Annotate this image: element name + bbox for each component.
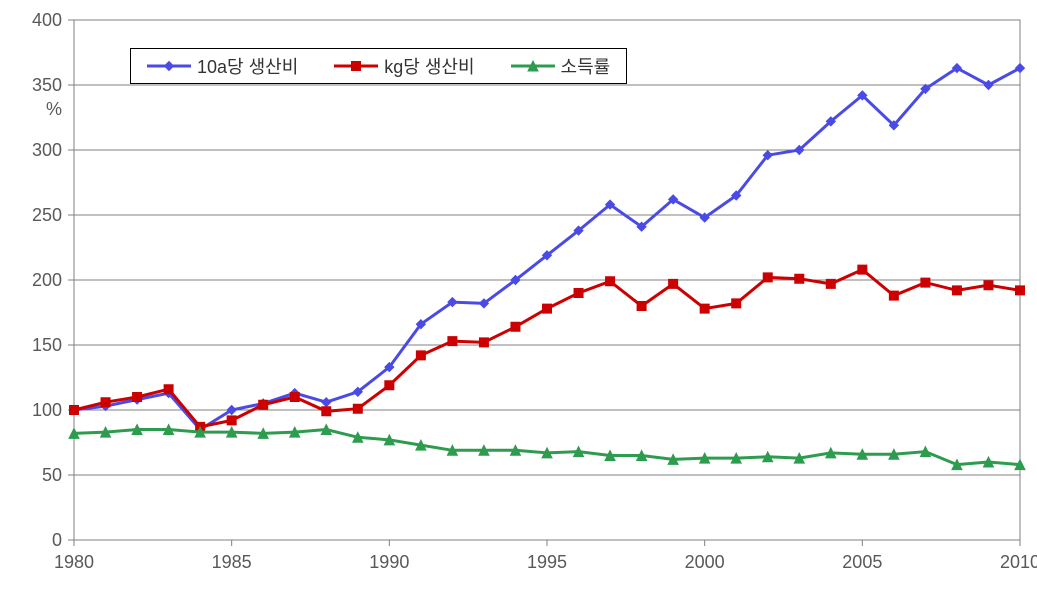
y-tick-label: 0 bbox=[52, 530, 62, 550]
series-marker-s2 bbox=[826, 279, 835, 288]
y-unit-label: % bbox=[46, 99, 62, 119]
y-tick-label: 250 bbox=[32, 205, 62, 225]
legend-swatch bbox=[511, 58, 555, 74]
series-marker-s2 bbox=[606, 277, 615, 286]
series-marker-s2 bbox=[70, 406, 79, 415]
line-chart: 0 50 100 150 200 250 300 350 400% 1980 1985 1990 199… bbox=[0, 0, 1037, 593]
series-marker-s2 bbox=[511, 322, 520, 331]
series-marker-s1 bbox=[322, 398, 331, 407]
legend-item: 10a당 생산비 bbox=[147, 53, 298, 79]
series-marker-s2 bbox=[259, 400, 268, 409]
series-line-s2 bbox=[74, 270, 1020, 427]
y-tick-label: 50 bbox=[42, 465, 62, 485]
legend-label: kg당 생산비 bbox=[384, 53, 474, 79]
series-marker-s2 bbox=[290, 393, 299, 402]
legend-item: kg당 생산비 bbox=[334, 53, 474, 79]
series-marker-s2 bbox=[637, 302, 646, 311]
series-marker-s2 bbox=[416, 351, 425, 360]
series-marker-s2 bbox=[479, 338, 488, 347]
series-line-s1 bbox=[74, 68, 1020, 429]
series-marker-s2 bbox=[164, 385, 173, 394]
series-marker-s2 bbox=[858, 265, 867, 274]
legend-label: 10a당 생산비 bbox=[197, 53, 298, 79]
x-tick-label: 1980 bbox=[54, 552, 94, 572]
series-marker-s2 bbox=[700, 304, 709, 313]
x-tick-label: 1985 bbox=[212, 552, 252, 572]
legend-item: 소득률 bbox=[511, 53, 611, 79]
x-tick-label: 1995 bbox=[527, 552, 567, 572]
legend-swatch bbox=[334, 58, 378, 74]
legend-label: 소득률 bbox=[561, 53, 611, 79]
x-tick-label: 1990 bbox=[369, 552, 409, 572]
series-marker-s2 bbox=[669, 279, 678, 288]
series-marker-s2 bbox=[889, 291, 898, 300]
chart-svg: 0 50 100 150 200 250 300 350 400% 1980 1985 1990 199… bbox=[0, 0, 1037, 593]
series-marker-s2 bbox=[984, 281, 993, 290]
y-tick-label: 100 bbox=[32, 400, 62, 420]
series-marker-s2 bbox=[448, 337, 457, 346]
series-marker-s2 bbox=[952, 286, 961, 295]
series-marker-s2 bbox=[353, 404, 362, 413]
series-marker-s2 bbox=[921, 278, 930, 287]
y-tick-label: 200 bbox=[32, 270, 62, 290]
series-marker-s2 bbox=[322, 407, 331, 416]
y-tick-label: 150 bbox=[32, 335, 62, 355]
series-marker-s2 bbox=[227, 416, 236, 425]
series-marker-s2 bbox=[1016, 286, 1025, 295]
series-marker-s2 bbox=[574, 289, 583, 298]
series-marker-s2 bbox=[543, 304, 552, 313]
series-marker-s2 bbox=[763, 273, 772, 282]
legend: 10a당 생산비 kg당 생산비 소득률 bbox=[130, 48, 627, 84]
x-tick-label: 2010 bbox=[1000, 552, 1037, 572]
legend-swatch bbox=[147, 58, 191, 74]
y-tick-label: 400 bbox=[32, 10, 62, 30]
series-marker-s2 bbox=[385, 381, 394, 390]
series-marker-s2 bbox=[732, 299, 741, 308]
series-marker-s2 bbox=[101, 398, 110, 407]
y-tick-label: 350 bbox=[32, 75, 62, 95]
x-tick-label: 2005 bbox=[842, 552, 882, 572]
series-marker-s2 bbox=[795, 274, 804, 283]
y-tick-label: 300 bbox=[32, 140, 62, 160]
series-marker-s2 bbox=[133, 393, 142, 402]
x-tick-label: 2000 bbox=[685, 552, 725, 572]
